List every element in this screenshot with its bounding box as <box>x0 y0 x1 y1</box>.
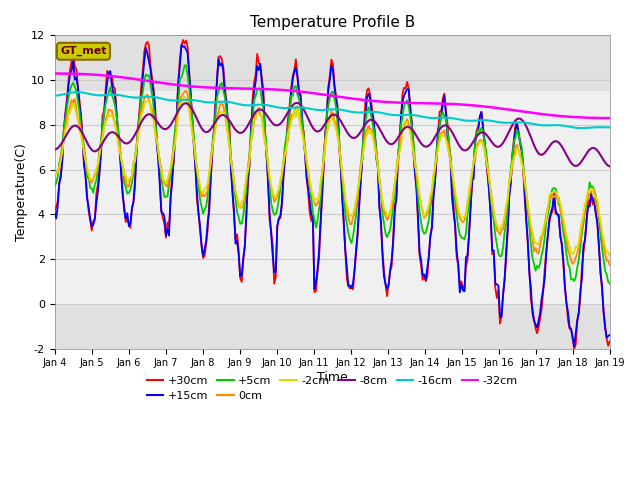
0cm <box>246 153 253 158</box>
+15cm <box>236 274 244 279</box>
-32cm <box>119 74 127 80</box>
+5cm <box>577 244 584 250</box>
-16cm <box>606 124 614 130</box>
-8cm <box>295 101 303 107</box>
+5cm <box>119 164 127 169</box>
+15cm <box>578 276 586 281</box>
+30cm <box>236 275 244 281</box>
+5cm <box>246 150 253 156</box>
Line: -2cm: -2cm <box>54 96 610 256</box>
Line: +5cm: +5cm <box>54 65 610 284</box>
-32cm <box>606 115 614 121</box>
+30cm <box>218 56 225 61</box>
+15cm <box>218 60 225 66</box>
Line: -8cm: -8cm <box>54 103 610 167</box>
Line: 0cm: 0cm <box>54 91 610 265</box>
-8cm <box>244 122 252 128</box>
+30cm <box>51 207 58 213</box>
0cm <box>577 237 584 242</box>
-32cm <box>294 88 301 94</box>
Y-axis label: Temperature(C): Temperature(C) <box>15 143 28 241</box>
-8cm <box>606 164 614 169</box>
Line: -16cm: -16cm <box>54 92 610 128</box>
-8cm <box>119 139 127 144</box>
+5cm <box>218 80 225 86</box>
0cm <box>218 101 225 107</box>
+30cm <box>246 163 253 169</box>
-16cm <box>577 125 584 131</box>
+30cm <box>578 264 586 270</box>
+30cm <box>570 346 578 352</box>
-2cm <box>295 114 303 120</box>
+15cm <box>295 91 303 97</box>
-2cm <box>236 205 244 211</box>
-32cm <box>575 114 582 120</box>
-8cm <box>216 113 224 119</box>
-16cm <box>236 102 244 108</box>
-16cm <box>74 89 82 95</box>
+15cm <box>119 190 127 195</box>
-16cm <box>295 105 303 110</box>
-2cm <box>218 109 225 115</box>
Line: +15cm: +15cm <box>54 45 610 347</box>
+15cm <box>606 332 614 338</box>
-2cm <box>577 228 584 233</box>
-32cm <box>244 85 252 91</box>
-8cm <box>294 100 301 106</box>
0cm <box>119 163 127 169</box>
-16cm <box>246 102 253 108</box>
-8cm <box>51 147 58 153</box>
0cm <box>236 205 244 211</box>
Legend: +30cm, +15cm, +5cm, 0cm, -2cm, -8cm, -16cm, -32cm: +30cm, +15cm, +5cm, 0cm, -2cm, -8cm, -16… <box>142 372 522 406</box>
0cm <box>51 173 58 179</box>
-2cm <box>119 163 127 168</box>
-2cm <box>246 159 253 165</box>
-16cm <box>120 93 128 99</box>
0cm <box>182 88 190 94</box>
+5cm <box>606 281 614 287</box>
Bar <box>54 304 610 348</box>
+5cm <box>295 96 303 102</box>
+5cm <box>51 183 58 189</box>
-32cm <box>235 85 243 91</box>
Line: -32cm: -32cm <box>54 73 610 118</box>
-16cm <box>218 99 225 105</box>
Bar <box>54 36 610 91</box>
+5cm <box>180 62 188 68</box>
X-axis label: Time: Time <box>317 371 348 384</box>
-16cm <box>51 93 58 98</box>
+30cm <box>119 194 127 200</box>
+15cm <box>246 162 253 168</box>
-2cm <box>606 253 614 259</box>
-8cm <box>577 160 584 166</box>
+5cm <box>236 221 244 227</box>
+15cm <box>570 344 578 349</box>
+30cm <box>295 86 303 92</box>
+15cm <box>51 209 58 215</box>
0cm <box>295 113 303 119</box>
+30cm <box>606 338 614 344</box>
Line: +30cm: +30cm <box>54 40 610 349</box>
-32cm <box>51 71 58 76</box>
-32cm <box>216 85 224 91</box>
-2cm <box>180 94 188 99</box>
-8cm <box>235 130 243 135</box>
Text: GT_met: GT_met <box>60 46 107 56</box>
-16cm <box>578 125 586 131</box>
+15cm <box>177 42 185 48</box>
+30cm <box>179 37 187 43</box>
0cm <box>606 262 614 268</box>
Title: Temperature Profile B: Temperature Profile B <box>250 15 415 30</box>
-2cm <box>51 169 58 175</box>
